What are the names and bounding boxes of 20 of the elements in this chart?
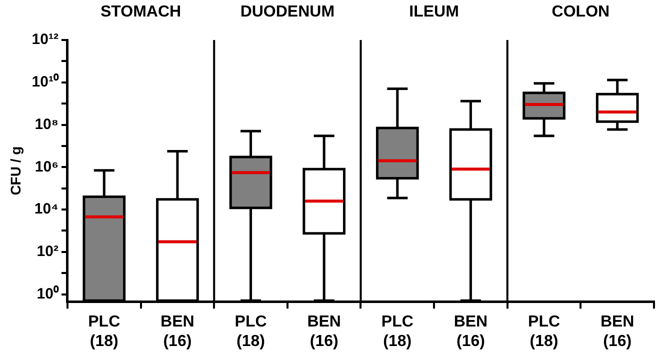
x-tick-label: BEN (16): [307, 314, 341, 350]
text: STOMACH: [100, 3, 182, 20]
y-tick-label: 10⁰: [36, 284, 60, 302]
text: ILEUM: [409, 3, 459, 20]
x-tick-label: PLC (18): [88, 314, 121, 350]
x-tick-label: BEN (16): [600, 314, 634, 350]
text: DUODENUM: [240, 3, 335, 20]
x-tick-label: BEN (16): [454, 314, 488, 350]
y-tick-label: 10⁸: [34, 116, 58, 133]
x-tick-label: BEN (16): [160, 314, 194, 350]
y-tick-label: 10¹²: [32, 31, 58, 48]
x-tick-label: PLC (18): [528, 314, 560, 350]
y-tick-label: 10²: [36, 243, 58, 260]
y-axis-title: CFU / g: [7, 146, 24, 196]
x-tick-label: PLC (18): [234, 314, 268, 350]
text: COLON: [552, 3, 610, 20]
y-tick-label: 10⁴: [34, 200, 58, 218]
y-tick-label: 10¹⁰: [32, 72, 60, 91]
x-tick-label: PLC (18): [381, 314, 414, 350]
y-tick-label: 10⁶: [34, 158, 58, 176]
